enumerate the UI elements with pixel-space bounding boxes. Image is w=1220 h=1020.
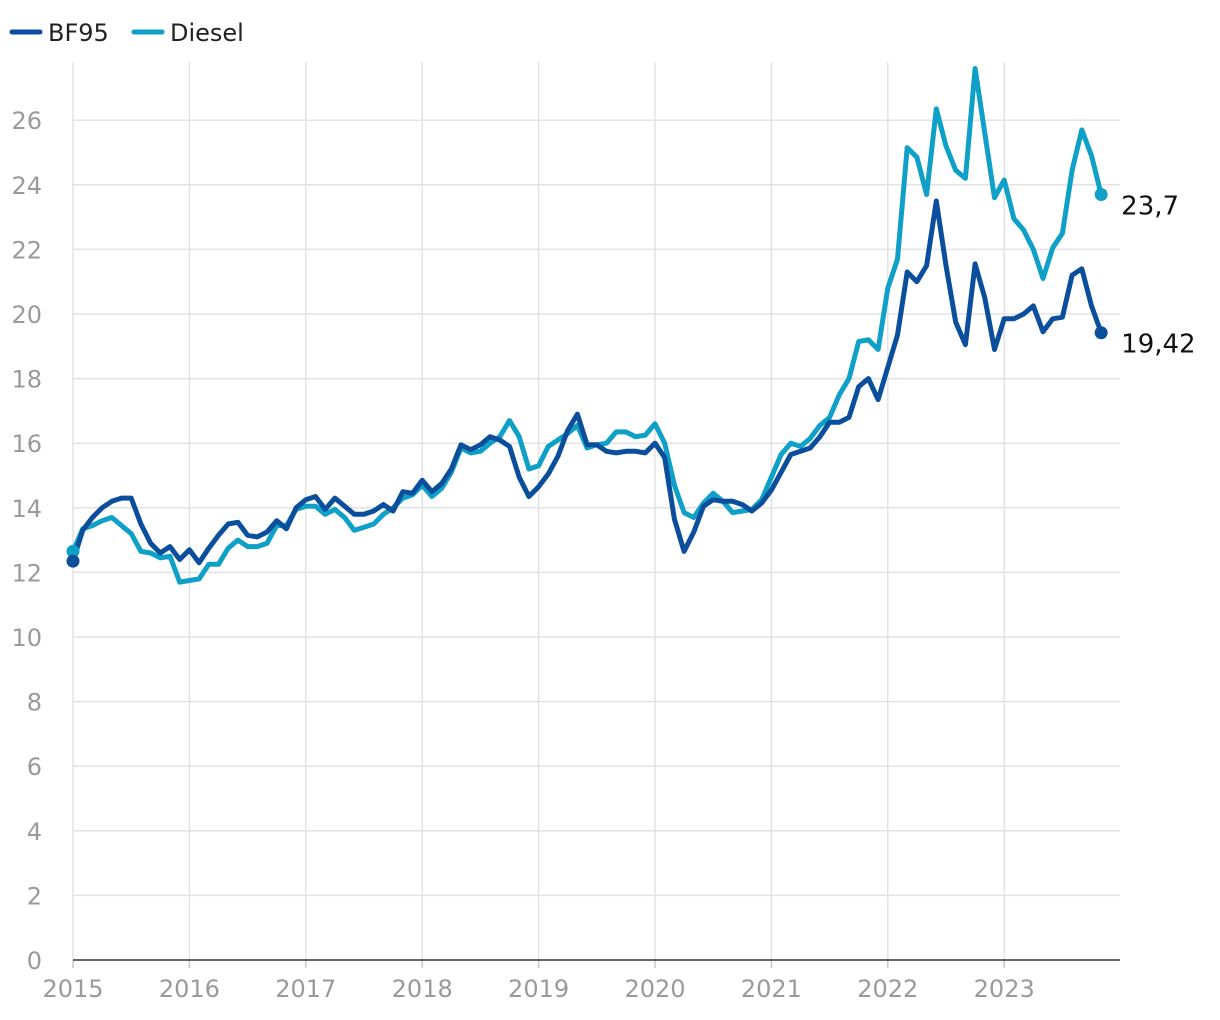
horizontal-gridlines [73, 119, 1120, 897]
x-tick-label: 2017 [275, 975, 336, 1003]
end-marker-diesel [1094, 187, 1108, 201]
y-tick-label: 20 [11, 301, 42, 329]
x-tick-label: 2022 [857, 975, 918, 1003]
legend-label-bf95: BF95 [48, 19, 109, 47]
start-marker-bf95 [66, 554, 80, 568]
y-tick-label: 4 [27, 818, 42, 846]
y-tick-label: 16 [11, 430, 42, 458]
y-tick-label: 6 [27, 753, 42, 781]
start-marker-diesel [66, 544, 80, 558]
y-tick-label: 24 [11, 172, 42, 200]
end-label-diesel: 23,7 [1121, 191, 1179, 221]
y-tick-label: 0 [27, 947, 42, 975]
series-layer: 23,7 19,42 [66, 66, 1196, 585]
legend-item-bf95[interactable]: BF95 [9, 19, 109, 47]
x-tick-label: 2018 [392, 975, 453, 1003]
y-tick-label: 18 [11, 366, 42, 394]
y-tick-label: 12 [11, 559, 42, 587]
x-tick-label: 2016 [159, 975, 220, 1003]
series-line-diesel [70, 66, 1104, 585]
legend-item-diesel[interactable]: Diesel [131, 19, 244, 47]
y-tick-label: 10 [11, 624, 42, 652]
x-tick-label: 2020 [624, 975, 685, 1003]
x-tick-label: 2023 [974, 975, 1035, 1003]
y-tick-label: 26 [11, 107, 42, 135]
end-label-bf95: 19,42 [1121, 330, 1195, 360]
legend[interactable]: BF95 Diesel [9, 19, 244, 47]
y-tick-label: 8 [27, 689, 42, 717]
y-tick-label: 14 [11, 495, 42, 523]
y-tick-label: 22 [11, 236, 42, 264]
x-tick-label: 2019 [508, 975, 569, 1003]
series-line-bf95 [70, 198, 1104, 566]
x-tick-label: 2015 [42, 975, 103, 1003]
legend-label-diesel: Diesel [170, 19, 244, 47]
x-axis-tick-labels: 2015 2016 2017 2018 2019 2020 2021 2022 2023 [42, 975, 1034, 1003]
vertical-gridlines [72, 62, 1005, 968]
end-marker-bf95 [1094, 326, 1108, 340]
y-tick-label: 2 [27, 882, 42, 910]
x-tick-label: 2021 [741, 975, 802, 1003]
